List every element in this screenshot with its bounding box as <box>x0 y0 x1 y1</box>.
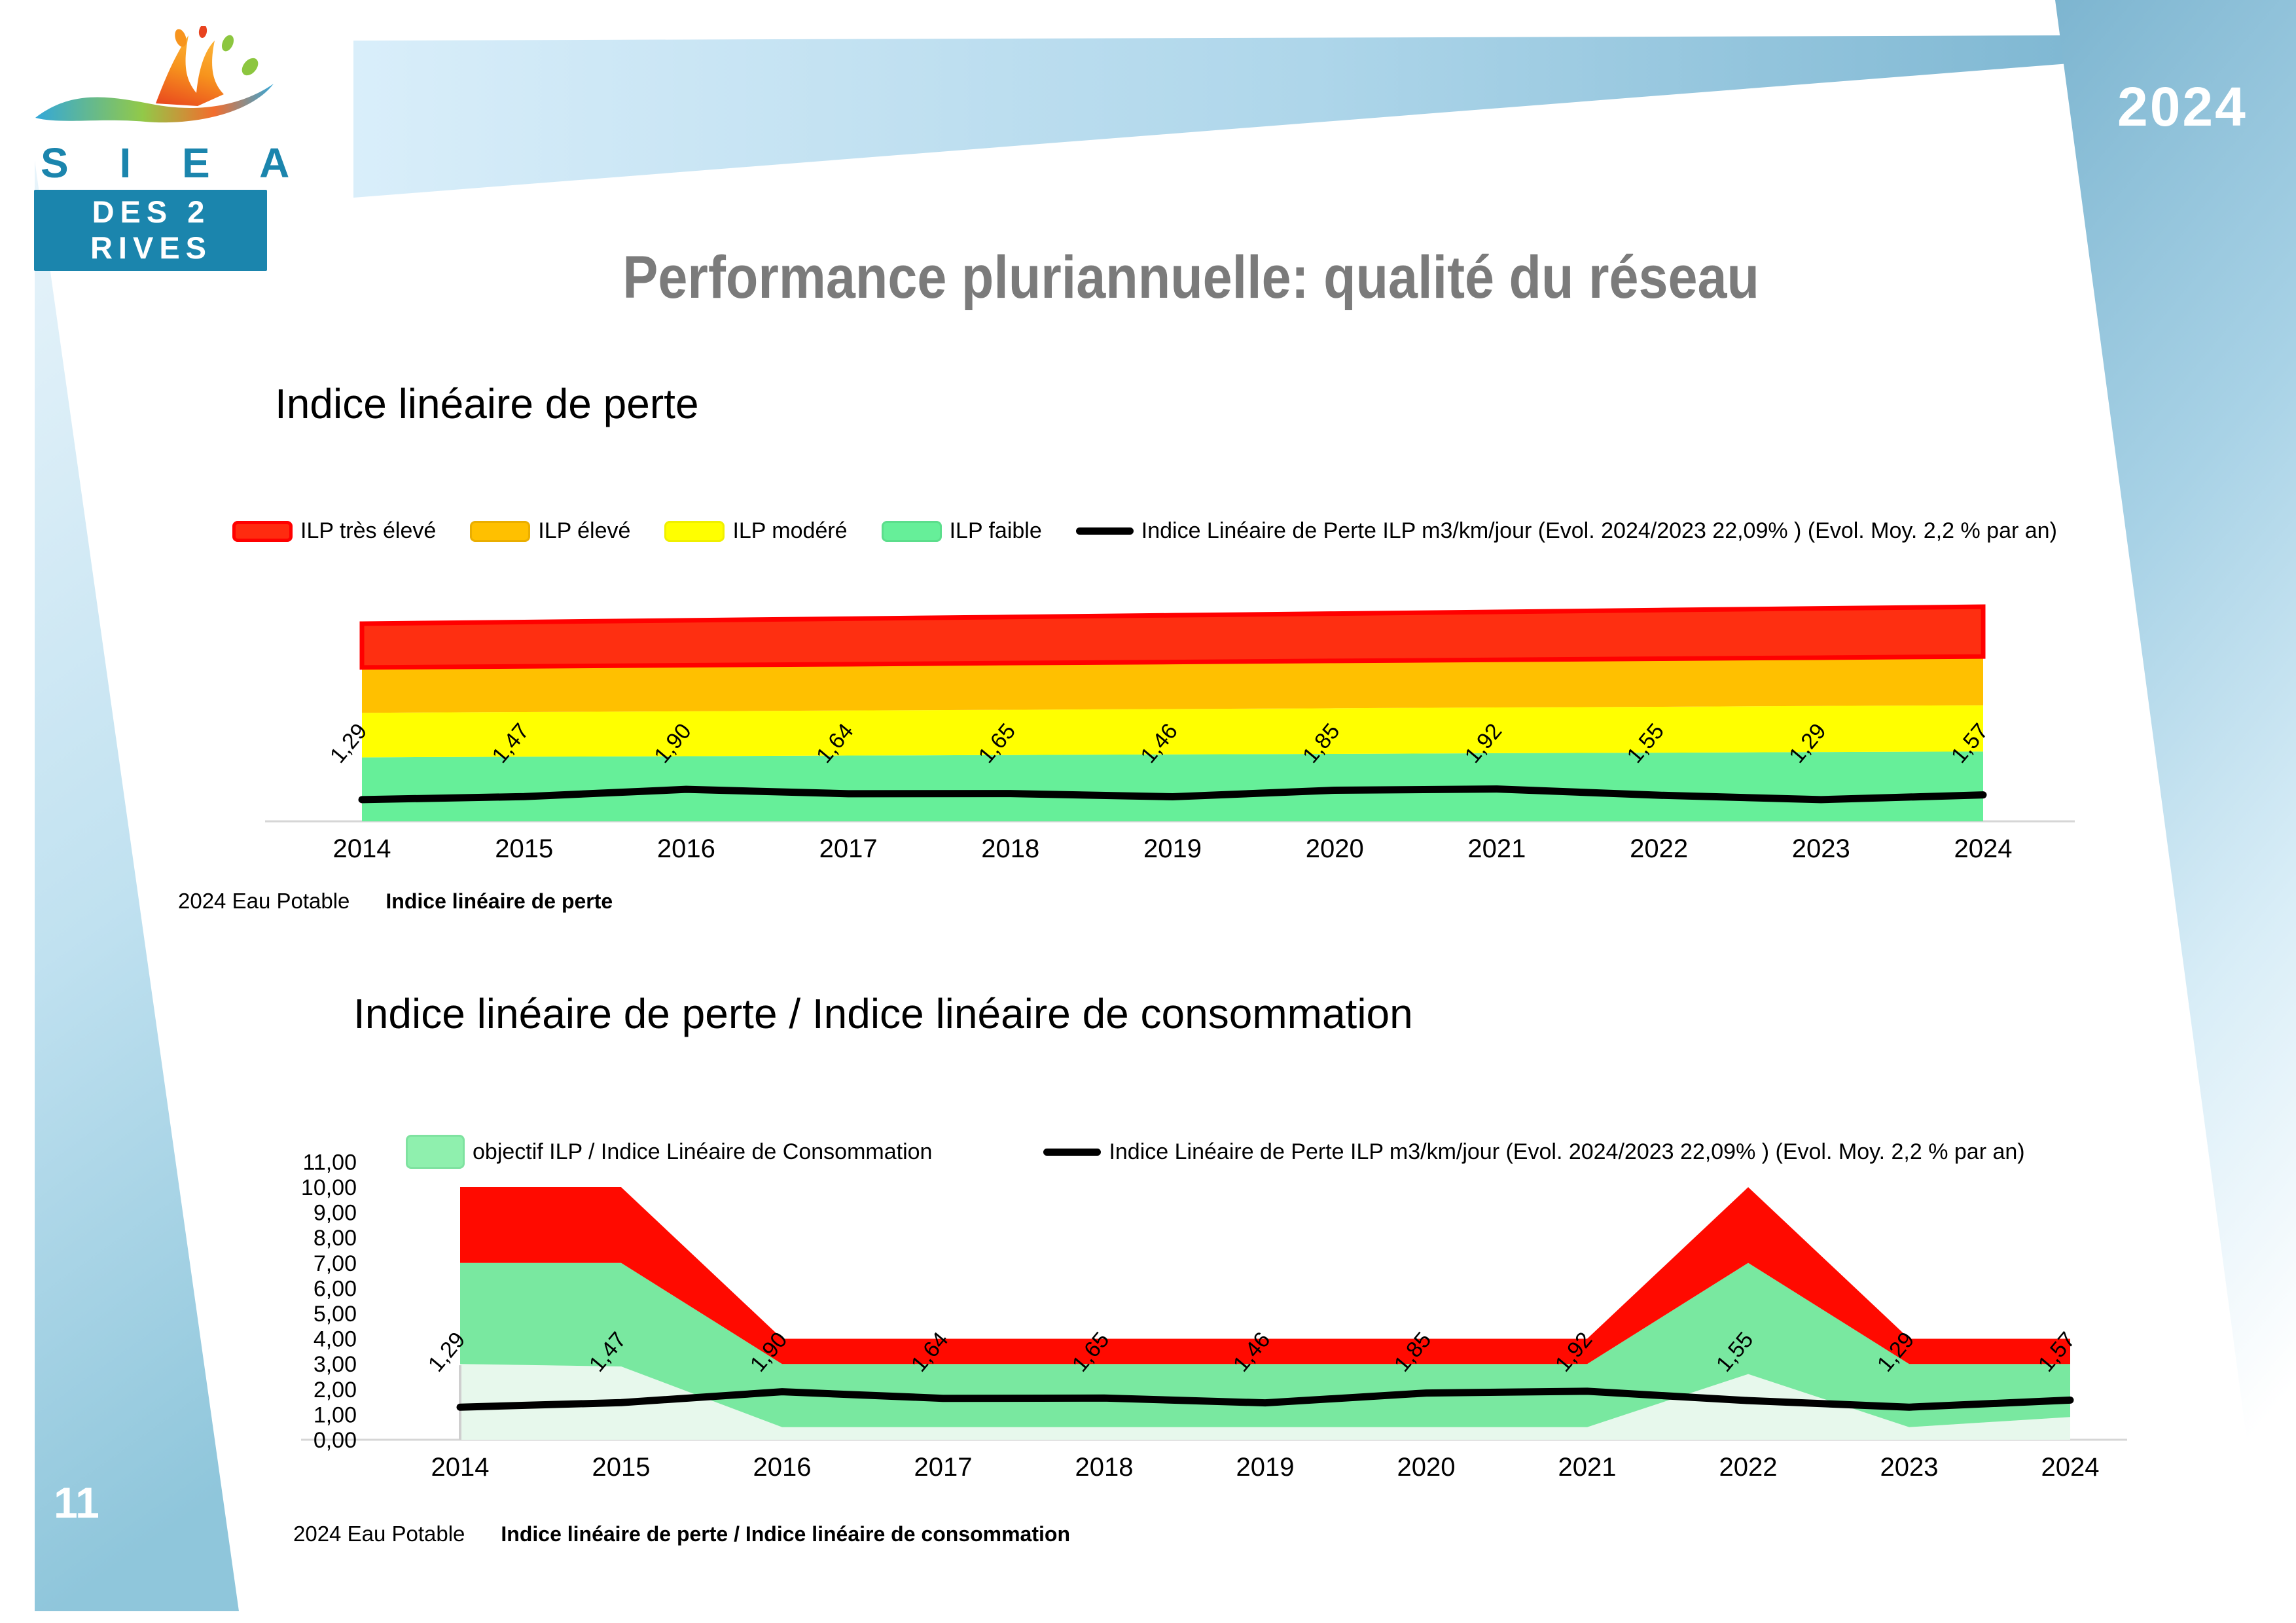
legend-item-objectif-ilp: objectif ILP / Indice Linéaire de Consom… <box>406 1135 932 1169</box>
y-tick-label: 6,00 <box>314 1276 357 1301</box>
x-axis-label: 2021 <box>1558 1453 1617 1482</box>
x-axis-label: 2024 <box>2041 1453 2100 1482</box>
legend-label: ILP faible <box>949 518 1042 543</box>
footer-source: 2024 Eau Potable <box>293 1522 465 1546</box>
y-tick-label: 2,00 <box>314 1378 357 1402</box>
area-band-0 <box>362 751 1983 821</box>
area-band-2 <box>362 656 1983 713</box>
yellow-swatch-icon <box>664 520 725 542</box>
top-band-shape <box>353 35 2094 198</box>
x-axis-label: 2014 <box>333 834 391 863</box>
area-band-1 <box>362 705 1983 758</box>
y-tick-label: 3,00 <box>314 1352 357 1377</box>
x-axis-label: 2022 <box>1630 834 1688 863</box>
area-band-3 <box>359 604 1986 670</box>
x-axis-label: 2015 <box>592 1453 651 1482</box>
y-tick-label: 4,00 <box>314 1327 357 1352</box>
y-tick-label: 5,00 <box>314 1302 357 1327</box>
black-line-icon <box>1075 527 1134 535</box>
x-axis-label: 2016 <box>753 1453 812 1482</box>
legend-label: ILP très élevé <box>300 518 437 543</box>
section2-heading: Indice linéaire de perte / Indice linéai… <box>353 990 1413 1037</box>
legend-item-ilp-modere: ILP modéré <box>664 518 848 544</box>
ilp-line <box>358 785 1987 804</box>
legend-item-ilp-line: Indice Linéaire de Perte ILP m3/km/jour … <box>1043 1139 2025 1165</box>
footer-chart-name: Indice linéaire de perte <box>386 889 613 913</box>
page-number: 11 <box>54 1478 99 1527</box>
x-axis-label: 2020 <box>1306 834 1364 863</box>
x-axis-label: 2016 <box>657 834 715 863</box>
legend-item-ilp-eleve: ILP élevé <box>470 518 630 544</box>
y-tick-label: 1,00 <box>314 1402 357 1427</box>
chart1-legend: ILP très élevé ILP élevé ILP modéré ILP … <box>232 518 2057 544</box>
ilp-ilc-stacked-area-chart: 0,001,002,003,004,005,006,007,008,009,00… <box>301 1150 2127 1482</box>
legend-label: ILP élevé <box>538 518 631 543</box>
ilp-stacked-area-chart: 2014 2015 2016 2017 2018 2019 2020 2021 2022 2023… <box>265 604 2075 863</box>
y-tick-label: 10,00 <box>301 1175 357 1200</box>
y-tick-label: 0,00 <box>314 1428 357 1453</box>
x-axis-label: 2019 <box>1236 1453 1295 1482</box>
legend-item-ilp-line: Indice Linéaire de Perte ILP m3/km/jour … <box>1075 518 2057 544</box>
orange-swatch-icon <box>470 520 531 542</box>
year-badge: 2024 <box>2117 76 2248 137</box>
y-tick-label: 7,00 <box>314 1251 357 1276</box>
siea-logo: S I E A DES 2 RIVES <box>34 26 310 271</box>
black-line-icon <box>1043 1148 1102 1156</box>
x-axis-label: 2023 <box>1792 834 1850 863</box>
x-axis-label: 2021 <box>1467 834 1526 863</box>
x-axis-label: 2014 <box>431 1453 490 1482</box>
area-band-0 <box>460 1364 2070 1440</box>
logo-subtitle: DES 2 RIVES <box>34 190 267 271</box>
x-axis-label: 2022 <box>1719 1453 1778 1482</box>
legend-item-ilp-faible: ILP faible <box>881 518 1042 544</box>
x-axis-label: 2017 <box>819 834 878 863</box>
red-swatch-icon <box>232 520 293 542</box>
chart2-footer: 2024 Eau Potable Indice linéaire de pert… <box>293 1522 1070 1546</box>
footer-source: 2024 Eau Potable <box>178 889 350 913</box>
x-axis-label: 2024 <box>1954 834 2013 863</box>
y-tick-label: 8,00 <box>314 1226 357 1251</box>
logo-acronym: S I E A <box>41 139 310 187</box>
right-panel-shape <box>2055 0 2296 1623</box>
left-wedge-shape <box>35 160 239 1611</box>
x-axis-label: 2023 <box>1880 1453 1939 1482</box>
x-axis-label: 2017 <box>914 1453 973 1482</box>
ilp-line <box>456 1387 2074 1411</box>
y-tick-label: 11,00 <box>302 1150 357 1175</box>
green-swatch-icon <box>881 520 942 542</box>
slide-title: Performance pluriannuelle: qualité du ré… <box>622 244 1760 311</box>
chart1-footer: 2024 Eau Potable Indice linéaire de pert… <box>178 889 613 914</box>
lightgreen-swatch-icon <box>406 1135 465 1169</box>
legend-label: Indice Linéaire de Perte ILP m3/km/jour … <box>1109 1139 2025 1164</box>
legend-label: Indice Linéaire de Perte ILP m3/km/jour … <box>1141 518 2057 543</box>
x-axis-label: 2020 <box>1397 1453 1456 1482</box>
x-axis-label: 2018 <box>1075 1453 1134 1482</box>
x-axis-label: 2018 <box>981 834 1039 863</box>
x-axis-label: 2015 <box>495 834 553 863</box>
legend-item-ilp-tres-eleve: ILP très élevé <box>232 518 436 544</box>
chart2-legend: objectif ILP / Indice Linéaire de Consom… <box>406 1135 2025 1169</box>
logo-splash-icon <box>35 26 274 123</box>
footer-chart-name: Indice linéaire de perte / Indice linéai… <box>501 1522 1070 1546</box>
legend-label: ILP modéré <box>732 518 848 543</box>
y-tick-label: 9,00 <box>314 1201 357 1226</box>
area-band-1 <box>460 1262 2070 1427</box>
area-band-2 <box>460 1187 2070 1364</box>
legend-label: objectif ILP / Indice Linéaire de Consom… <box>473 1139 933 1164</box>
section1-heading: Indice linéaire de perte <box>275 380 699 427</box>
x-axis-label: 2019 <box>1143 834 1202 863</box>
